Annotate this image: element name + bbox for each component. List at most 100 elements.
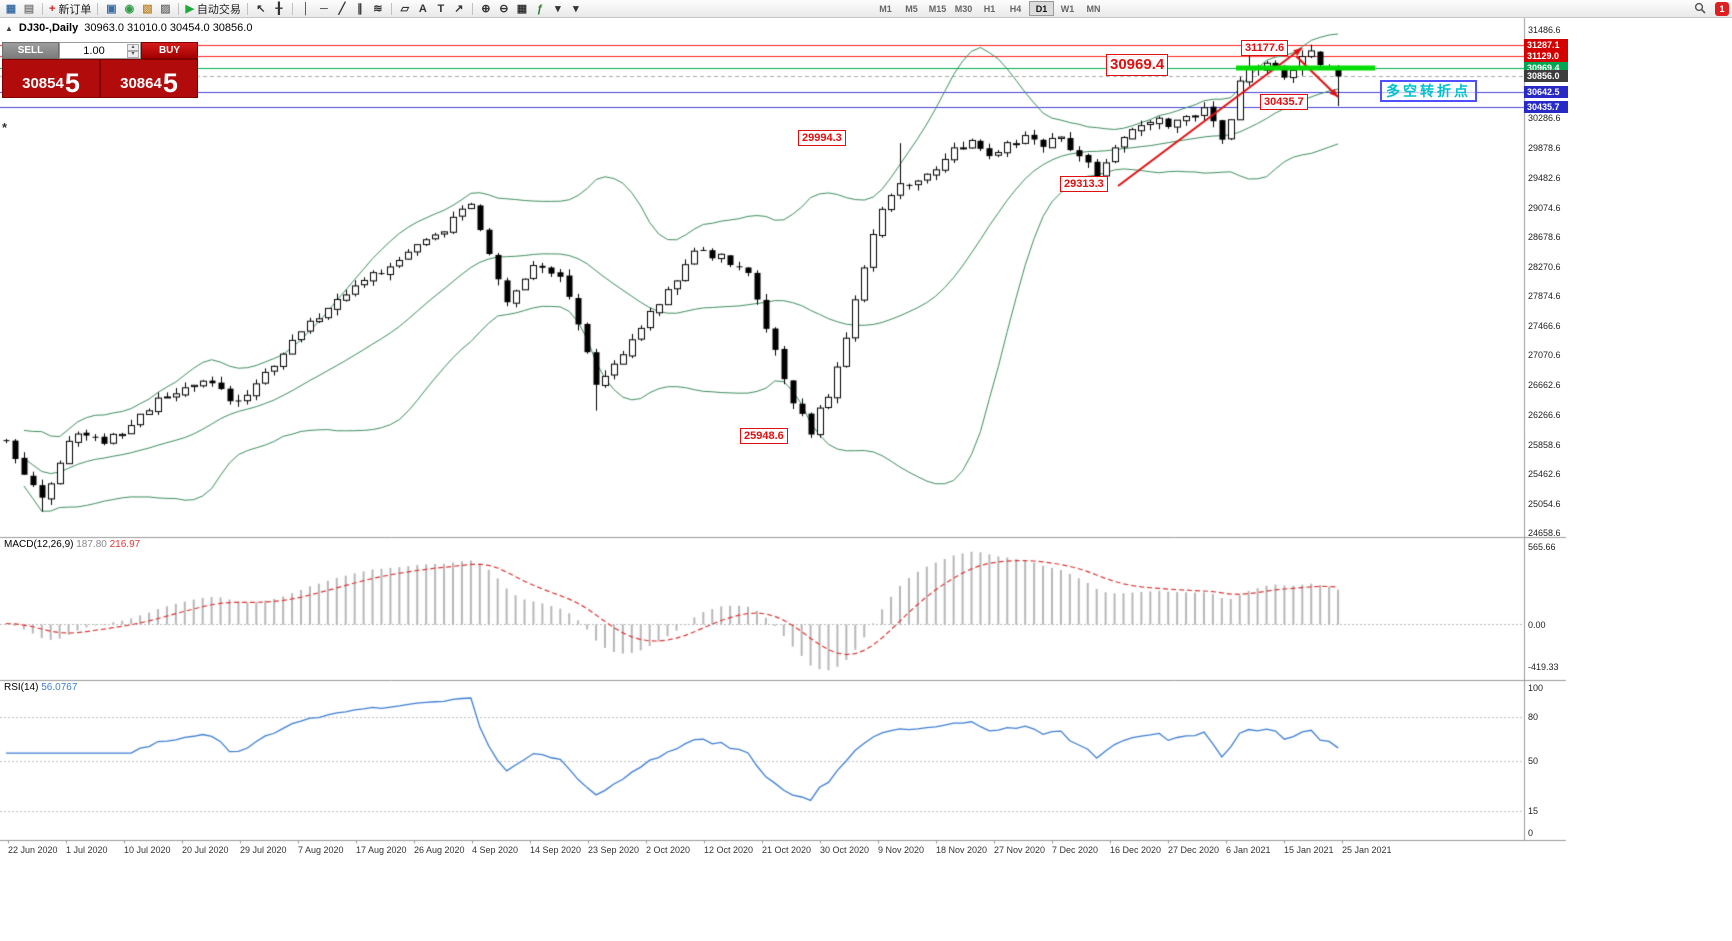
price-chart-canvas[interactable] (0, 18, 1732, 941)
zoom-in-button[interactable]: ⊕ (477, 1, 495, 17)
timeframe-H4-button[interactable]: H4 (1003, 1, 1028, 16)
volume-field[interactable]: 1.00 ▴ ▾ (59, 42, 141, 59)
zoom-in-icon: ⊕ (481, 3, 491, 15)
tile-windows-button[interactable]: ▦ (513, 1, 531, 17)
zoom-out-button[interactable]: ⊖ (495, 1, 513, 17)
sell-price-button[interactable]: 30854 5 (2, 59, 100, 98)
price-annotation[interactable]: 29994.3 (798, 130, 846, 147)
new-chart-button[interactable]: ▦ (2, 1, 20, 17)
equidistant-channel-button[interactable]: ∥ (351, 1, 369, 17)
sell-button[interactable]: SELL (2, 42, 59, 59)
volume-decrease-button[interactable]: ▾ (127, 50, 139, 58)
one-click-trading-widget: SELL 1.00 ▴ ▾ BUY 30854 5 30864 5 (2, 42, 198, 98)
indicators-icon: ƒ (536, 2, 543, 15)
text-button[interactable]: A (414, 1, 432, 17)
price-axis-tick: 26266.6 (1528, 409, 1561, 420)
timeframe-D1-button[interactable]: D1 (1029, 1, 1054, 16)
macd-axis-label: -419.33 (1528, 662, 1559, 672)
date-label: 30 Oct 2020 (820, 845, 870, 855)
indicator-list-icon: ▾ (555, 3, 561, 15)
price-annotation[interactable]: 30969.4 (1106, 54, 1169, 76)
arrow-object-button[interactable]: ↗ (450, 1, 468, 17)
rsi-name: RSI(14) (4, 682, 39, 693)
chart-region: ▲ DJ30-,Daily 30963.0 31010.0 30454.0 30… (0, 18, 1732, 941)
indicators-button[interactable]: ƒ (531, 1, 549, 17)
buy-button[interactable]: BUY (141, 42, 198, 59)
volume-spinner: ▴ ▾ (127, 43, 139, 58)
text-label-button[interactable]: T (432, 1, 450, 17)
price-level-badge: 30642.5 (1524, 86, 1568, 99)
horizontal-line-button[interactable]: ─ (315, 1, 333, 17)
timeframe-M1-button[interactable]: M1 (873, 1, 898, 16)
toolbar-separator (178, 2, 180, 15)
new-order-button[interactable]: + 新订单 (47, 1, 93, 17)
navigator-button[interactable]: ▧ (138, 1, 156, 17)
macd-main-value: 187.80 (76, 539, 107, 550)
terminal-button[interactable]: ▨ (156, 1, 174, 17)
market-watch-button[interactable]: ▣ (102, 1, 120, 17)
timeframe-W1-button[interactable]: W1 (1055, 1, 1080, 16)
fibonacci-retracement-button[interactable]: ≋ (369, 1, 387, 17)
indicator-list-button[interactable]: ▾ (549, 1, 567, 17)
search-button[interactable] (1691, 1, 1709, 17)
price-axis-tick: 27874.6 (1528, 291, 1561, 302)
date-axis[interactable]: 22 Jun 2020 1 Jul 2020 10 Jul 2020 20 Jul 2… (0, 842, 1566, 858)
date-label: 22 Jun 2020 (8, 845, 58, 855)
timeframe-MN-button[interactable]: MN (1081, 1, 1106, 16)
timeframe-M5-button[interactable]: M5 (899, 1, 924, 16)
vertical-line-icon: │ (302, 2, 310, 15)
buy-price-main: 30864 (120, 75, 162, 92)
cursor-icon: ↖ (256, 3, 266, 15)
rsi-axis-label: 80 (1528, 712, 1539, 722)
date-label: 26 Aug 2020 (414, 845, 465, 855)
price-annotation[interactable]: 31177.6 (1241, 40, 1289, 57)
price-axis-tick: 26662.6 (1528, 380, 1561, 391)
cursor-button[interactable]: ↖ (252, 1, 270, 17)
chart-object-marker[interactable]: * (2, 120, 8, 135)
date-label: 27 Dec 2020 (1168, 845, 1220, 855)
timeframe-H1-button[interactable]: H1 (977, 1, 1002, 16)
turning-point-label[interactable]: 多空转折点 (1380, 80, 1477, 103)
chart-profiles-button[interactable]: ▤ (20, 1, 38, 17)
data-window-button[interactable]: ◉ (120, 1, 138, 17)
price-axis-tick: 29482.6 (1528, 172, 1561, 183)
auto-trading-button[interactable]: ▶ 自动交易 (183, 1, 242, 17)
macd-indicator-label: MACD(12,26,9) 187.80 216.97 (4, 539, 140, 550)
price-axis-tick: 28270.6 (1528, 261, 1561, 272)
date-label: 21 Oct 2020 (762, 845, 812, 855)
equidistant-channel-icon: ∥ (357, 3, 363, 15)
crosshair-button[interactable]: ╂ (270, 1, 288, 17)
macd-axis-label: 0.00 (1528, 619, 1546, 630)
timeframe-M15-button[interactable]: M15 (925, 1, 950, 16)
price-annotation[interactable]: 25948.6 (740, 428, 788, 445)
timeframe-M30-button[interactable]: M30 (951, 1, 976, 16)
volume-value[interactable]: 1.00 (83, 44, 105, 57)
timeframe-toolbar: M1 M5 M15 M30 H1 H4 D1 W1 MN (873, 1, 1106, 16)
rsi-value: 56.0767 (41, 682, 78, 693)
notification-badge[interactable]: 1 (1715, 2, 1729, 16)
date-label: 1 Jul 2020 (66, 845, 108, 855)
market-watch-icon: ▣ (106, 3, 117, 15)
price-axis[interactable]: 31486.6 30286.6 29878.6 29482.6 29074.6 28678… (1524, 18, 1569, 841)
buy-price-button[interactable]: 30864 5 (100, 59, 198, 98)
symbol-dropdown-icon[interactable]: ▲ (5, 23, 13, 33)
vertical-line-button[interactable]: │ (297, 1, 315, 17)
toolbar-separator (291, 2, 293, 15)
macd-name: MACD(12,26,9) (4, 539, 74, 550)
shapes-icon: ▱ (400, 3, 410, 15)
macd-axis-label: 565.66 (1528, 542, 1556, 552)
search-icon (1694, 2, 1706, 17)
date-label: 4 Sep 2020 (472, 845, 519, 855)
rsi-indicator-label: RSI(14) 56.0767 (4, 682, 77, 693)
date-label: 17 Aug 2020 (356, 845, 407, 855)
data-window-icon: ◉ (124, 3, 135, 15)
toolbar-separator (390, 2, 392, 15)
period-list-button[interactable]: ▾ (567, 1, 585, 17)
date-label: 7 Dec 2020 (1052, 845, 1099, 855)
price-annotation[interactable]: 29313.3 (1060, 176, 1108, 193)
shapes-button[interactable]: ▱ (396, 1, 414, 17)
date-label: 12 Oct 2020 (704, 845, 754, 855)
price-annotation[interactable]: 30435.7 (1260, 94, 1308, 111)
trendline-button[interactable]: ╱ (333, 1, 351, 17)
volume-increase-button[interactable]: ▴ (127, 43, 139, 51)
